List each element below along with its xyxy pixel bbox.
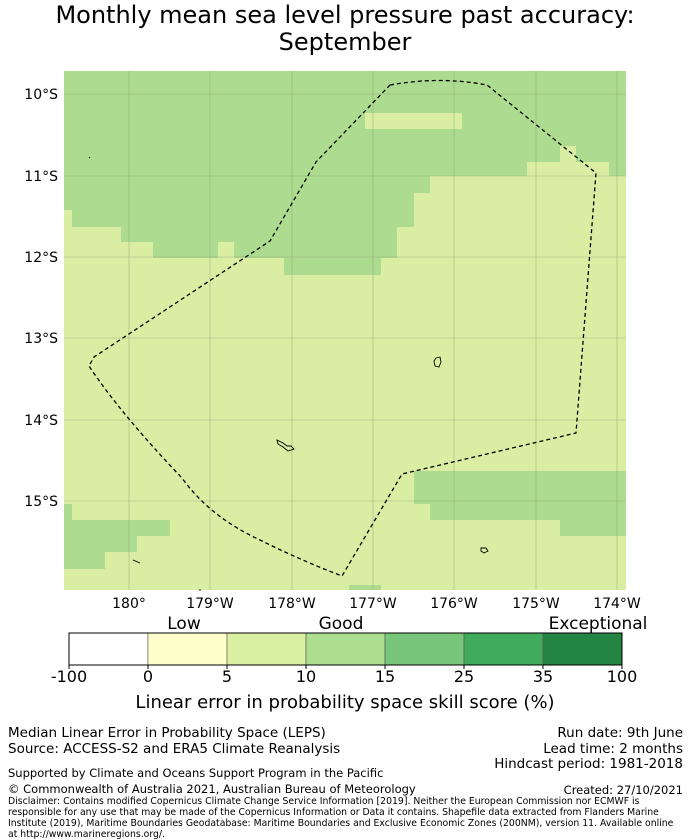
colorbar-segment (542, 632, 623, 666)
colorbar-segment (226, 632, 307, 666)
map-gridlines (64, 71, 626, 590)
copyright-text: © Commonwealth of Australia 2021, Austra… (8, 782, 416, 796)
colorbar-tick-labels: -100 0 5 10 15 25 35 100 (51, 667, 637, 686)
title-line-1: Monthly mean sea level pressure past acc… (55, 1, 635, 29)
longitude-label: 174°W (593, 596, 641, 612)
category-good-label: Good (318, 614, 364, 634)
disclaimer-text: Disclaimer: Contains modified Copernicus… (8, 796, 674, 840)
source-text: Source: ACCESS-S2 and ERA5 Climate Reana… (8, 741, 341, 757)
north-lower-skill-patch (365, 113, 462, 129)
island-outline (88, 156, 91, 159)
lead-time-text: Lead time: 2 months (543, 741, 683, 757)
longitude-axis: 180° 179°W 178°W 177°W 176°W 175°W 174°W (112, 596, 641, 612)
south-edge-skill-patch (349, 585, 381, 590)
north-higher-skill-region (64, 71, 626, 275)
colorbar-title: Linear error in probability space skill … (135, 692, 555, 713)
latitude-axis: 10°S 11°S 12°S 13°S 14°S 15°S (24, 87, 58, 510)
latitude-label: 13°S (24, 331, 58, 347)
colorbar-tick-label: 100 (607, 667, 638, 686)
longitude-label: 176°W (430, 596, 478, 612)
southeast-higher-skill-region (414, 471, 626, 536)
colorbar-segment (147, 632, 228, 666)
colorbar-tick-label: 25 (454, 667, 474, 686)
higher-skill-regions (64, 71, 626, 590)
southwest-higher-skill-region (64, 504, 170, 569)
longitude-label: 178°W (268, 596, 316, 612)
colorbar-tick-label: 35 (533, 667, 553, 686)
longitude-label: 180° (112, 596, 146, 612)
map-figure: 10°S11°S12°S13°S14°S15°S 180° 179°W 178°W 1… (24, 71, 641, 686)
island-outline (132, 559, 141, 564)
latitude-label: 11°S (24, 169, 58, 185)
colorbar-tick-label: 10 (296, 667, 316, 686)
hindcast-text: Hindcast period: 1981-2018 (494, 756, 683, 772)
colorbar (68, 632, 623, 669)
island-outline (480, 547, 489, 554)
title-line-2: September (278, 28, 412, 56)
colorbar-segment (305, 632, 386, 666)
colorbar-frame (68, 632, 623, 666)
colorbar-tick-label: 5 (222, 667, 232, 686)
latitude-label: 14°S (24, 413, 58, 429)
colorbar-segment (384, 632, 465, 666)
run-date-text: Run date: 9th June (557, 725, 683, 741)
longitude-label: 175°W (512, 596, 560, 612)
method-text: Median Linear Error in Probability Space… (8, 725, 326, 741)
eez-boundary-line (88, 79, 597, 577)
chart-title: Monthly mean sea level pressure past acc… (0, 2, 690, 56)
latitude-label: 15°S (24, 494, 58, 510)
colorbar-tick-label: 15 (375, 667, 395, 686)
latitude-label: 12°S (24, 250, 58, 266)
latitude-label: 10°S (24, 87, 58, 103)
island-outline (433, 356, 442, 368)
support-text: Supported by Climate and Oceans Support … (8, 766, 384, 780)
colorbar-segment (463, 632, 544, 666)
created-date-text: Created: 27/10/2021 (563, 783, 683, 797)
colorbar-tick-label: 0 (143, 667, 153, 686)
island-outline (276, 439, 295, 452)
category-exceptional-label: Exceptional (548, 614, 648, 634)
category-low-label: Low (167, 614, 201, 634)
colorbar-tick-label: -100 (51, 667, 87, 686)
longitude-label: 179°W (186, 596, 234, 612)
longitude-label: 177°W (349, 596, 397, 612)
colorbar-segment (68, 632, 149, 666)
coastlines (88, 156, 489, 591)
